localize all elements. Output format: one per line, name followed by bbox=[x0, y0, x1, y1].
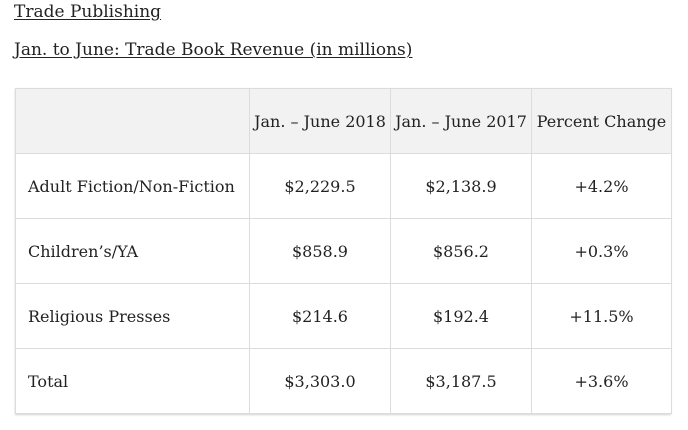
value-2017: $192.4 bbox=[390, 283, 532, 349]
percent-change: +4.2% bbox=[531, 153, 672, 219]
table-row-total: Total $3,303.0 $3,187.5 +3.6% bbox=[15, 348, 672, 414]
header-category bbox=[15, 88, 250, 154]
table-title-link[interactable]: Jan. to June: Trade Book Revenue (in mil… bbox=[14, 40, 413, 60]
row-label: Religious Presses bbox=[15, 283, 250, 349]
value-2018: $3,303.0 bbox=[249, 348, 391, 414]
table-row: Children’s/YA $858.9 $856.2 +0.3% bbox=[15, 218, 672, 284]
percent-change: +11.5% bbox=[531, 283, 672, 349]
revenue-table: Jan. – June 2018 Jan. – June 2017 Percen… bbox=[15, 88, 672, 414]
value-2017: $2,138.9 bbox=[390, 153, 532, 219]
table-header-row: Jan. – June 2018 Jan. – June 2017 Percen… bbox=[15, 88, 672, 154]
table-row: Religious Presses $214.6 $192.4 +11.5% bbox=[15, 283, 672, 349]
value-2018: $2,229.5 bbox=[249, 153, 391, 219]
header-percent-change: Percent Change bbox=[531, 88, 672, 154]
row-label: Children’s/YA bbox=[15, 218, 250, 284]
row-label: Total bbox=[15, 348, 250, 414]
value-2017: $856.2 bbox=[390, 218, 532, 284]
table-row: Adult Fiction/Non-Fiction $2,229.5 $2,13… bbox=[15, 153, 672, 219]
revenue-table-container: Jan. – June 2018 Jan. – June 2017 Percen… bbox=[15, 88, 672, 414]
value-2018: $214.6 bbox=[249, 283, 391, 349]
row-label: Adult Fiction/Non-Fiction bbox=[15, 153, 250, 219]
percent-change: +0.3% bbox=[531, 218, 672, 284]
section-title-link[interactable]: Trade Publishing bbox=[14, 2, 162, 22]
value-2018: $858.9 bbox=[249, 218, 391, 284]
header-2017: Jan. – June 2017 bbox=[390, 88, 532, 154]
value-2017: $3,187.5 bbox=[390, 348, 532, 414]
percent-change: +3.6% bbox=[531, 348, 672, 414]
header-2018: Jan. – June 2018 bbox=[249, 88, 391, 154]
